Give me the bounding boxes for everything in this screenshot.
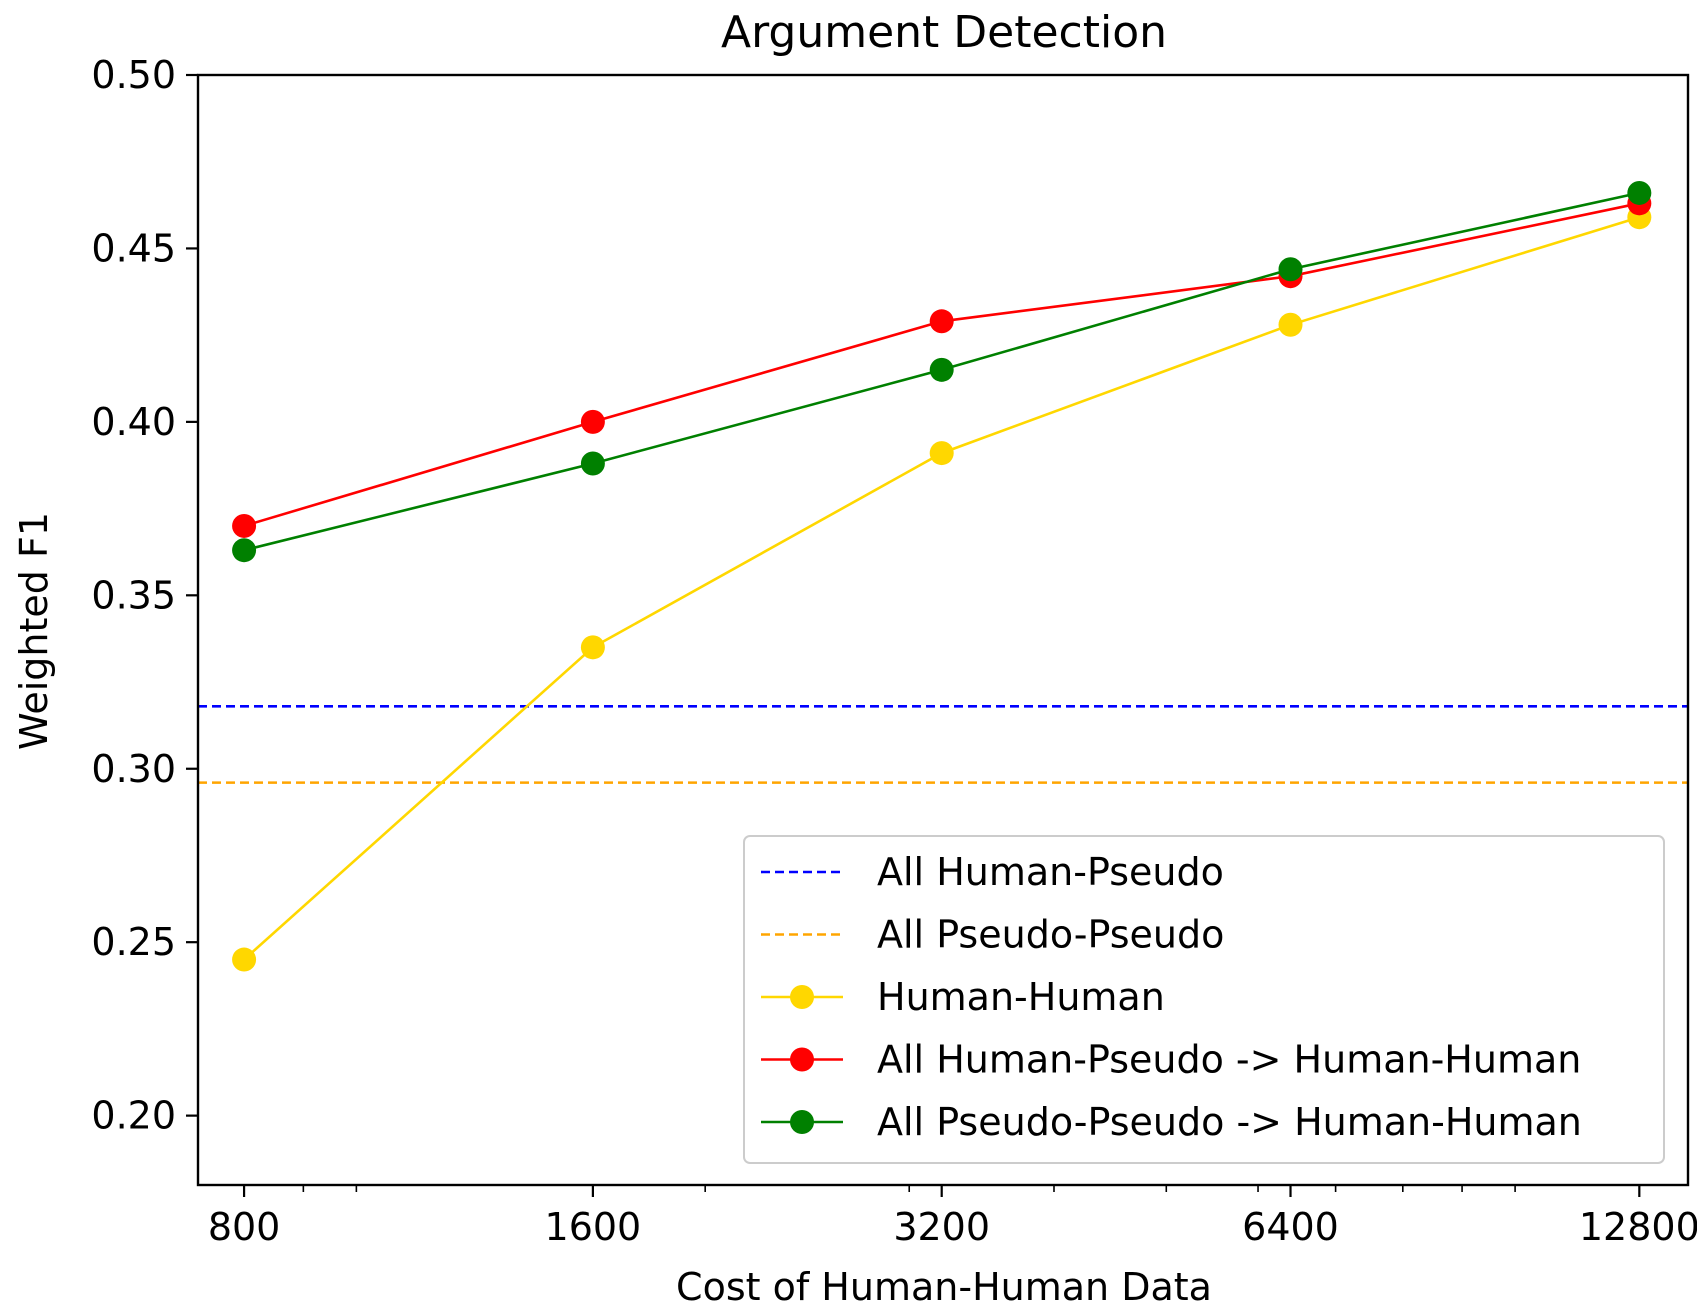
series-1-point-2 [580, 635, 605, 660]
legend-box [743, 835, 1665, 1164]
x-tick-label-2: 1600 [545, 1205, 642, 1249]
legend-label-3: Human-Human [877, 975, 1165, 1019]
y-tick-label-5: 0.40 [91, 400, 176, 444]
legend-label-2: All Pseudo-Pseudo [877, 913, 1224, 957]
series-3-point-2 [580, 451, 605, 476]
y-tick-label-1: 0.20 [91, 1094, 176, 1138]
plot-area: 0.20 0.25 0.30 0.35 0.40 0.45 0.50 800 1600 3200 6… [91, 53, 1697, 1249]
legend-label-1: All Human-Pseudo [877, 850, 1224, 894]
legend-label-4: All Human-Pseudo -> Human-Human [877, 1038, 1581, 1082]
y-tick-label-6: 0.45 [91, 226, 176, 270]
series-1-point-4 [1278, 312, 1303, 337]
plot-frame [196, 73, 1690, 1187]
y-tick-label-4: 0.35 [91, 573, 176, 617]
legend-marker-5 [790, 1110, 814, 1134]
legend-marker-4 [790, 1047, 814, 1072]
y-tick-label-3: 0.30 [91, 747, 176, 791]
series-1-point-1 [232, 947, 257, 972]
chart-title: Argument Detection [721, 7, 1167, 58]
series-2-point-2 [580, 409, 605, 434]
series-2-point-3 [929, 309, 954, 334]
series-3-point-1 [232, 538, 257, 563]
y-axis-label: Weighted F1 [12, 512, 56, 750]
x-tick-label-1: 800 [208, 1205, 281, 1249]
series-1-point-3 [929, 441, 954, 466]
series-3-point-5 [1627, 180, 1652, 205]
x-axis-label: Cost of Human-Human Data [676, 1265, 1212, 1309]
legend-label-5: All Pseudo-Pseudo -> Human-Human [877, 1100, 1582, 1144]
series-3-point-4 [1278, 257, 1303, 282]
legend-marker-3 [790, 985, 814, 1009]
series-3-point-3 [929, 357, 954, 382]
x-tick-label-4: 6400 [1242, 1205, 1339, 1249]
x-tick-label-3: 3200 [893, 1205, 990, 1249]
y-tick-label-7: 0.50 [91, 53, 176, 97]
y-tick-label-2: 0.25 [91, 920, 176, 964]
legend: All Human-Pseudo All Pseudo-Pseudo Human-H… [743, 835, 1665, 1164]
x-tick-label-5: 12800 [1579, 1205, 1697, 1249]
series-2-point-1 [232, 513, 257, 538]
